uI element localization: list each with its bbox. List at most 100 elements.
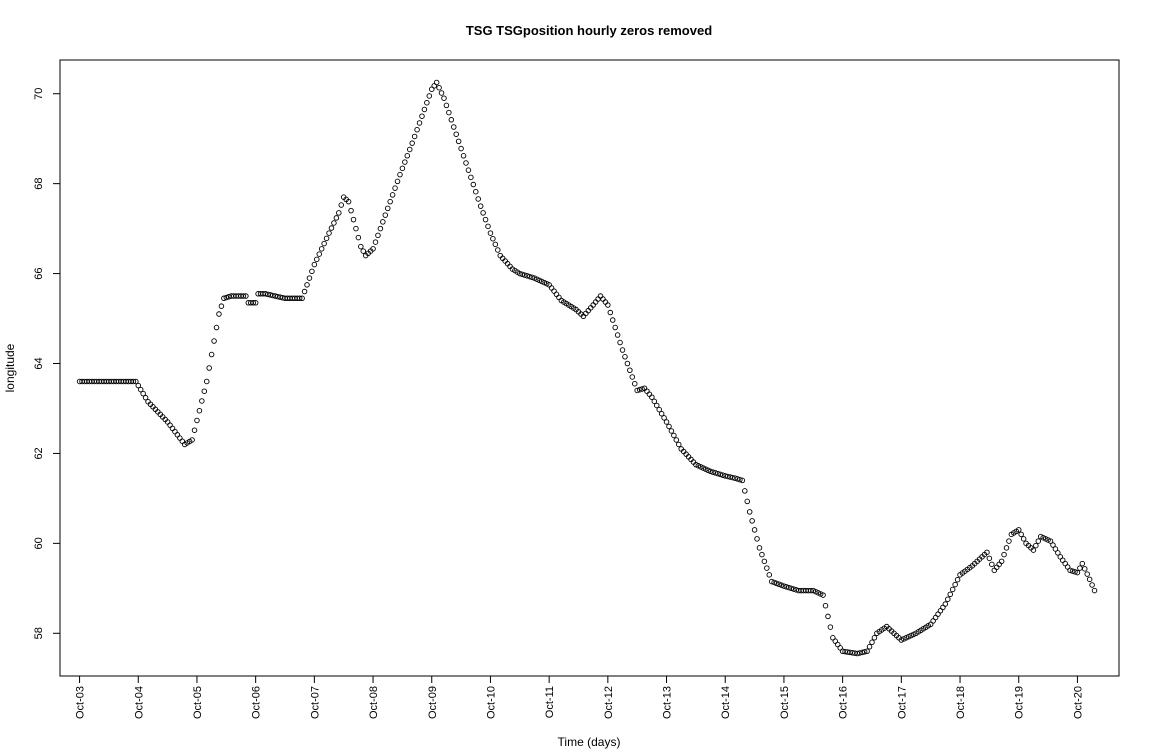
data-point — [375, 232, 381, 239]
data-point — [316, 251, 323, 257]
data-point — [761, 558, 768, 565]
data-point — [661, 415, 667, 421]
data-point — [749, 518, 755, 524]
data-point — [729, 474, 736, 481]
data-point — [326, 230, 332, 236]
data-point — [426, 93, 433, 99]
data-point — [448, 117, 455, 123]
data-point — [632, 380, 638, 387]
data-point — [766, 572, 773, 578]
data-point — [348, 207, 354, 214]
y-tick-label: 68 — [33, 178, 45, 190]
data-point — [1074, 569, 1081, 576]
data-point — [399, 165, 406, 172]
data-point — [265, 291, 271, 298]
data-point — [296, 295, 303, 302]
data-point — [451, 124, 457, 130]
data-point — [345, 198, 352, 205]
y-axis: 58 60 62 64 66 68 70 — [33, 88, 60, 639]
data-point — [861, 649, 868, 655]
data-point — [314, 256, 320, 263]
data-point — [177, 435, 183, 441]
data-point — [654, 402, 660, 409]
x-tick-label: Oct-19 — [1014, 686, 1026, 719]
data-point — [1072, 569, 1078, 575]
data-point — [441, 95, 447, 101]
data-point — [389, 192, 396, 198]
y-tick-label: 64 — [33, 357, 45, 369]
data-point — [639, 386, 645, 392]
data-point — [443, 102, 450, 109]
data-point — [252, 300, 259, 306]
data-point — [942, 601, 949, 607]
data-point — [421, 106, 428, 113]
data-point — [353, 225, 359, 232]
data-point — [473, 188, 479, 195]
data-point — [277, 294, 283, 300]
data-point — [206, 365, 212, 371]
data-point — [495, 247, 501, 253]
data-point — [267, 292, 274, 298]
data-point — [270, 292, 276, 299]
data-point — [727, 474, 733, 480]
data-point — [299, 295, 305, 302]
x-tick-label: Oct-07 — [309, 686, 321, 719]
data-point — [517, 270, 523, 277]
data-point — [1015, 527, 1022, 533]
data-point — [218, 303, 225, 309]
data-point — [595, 296, 601, 302]
x-tick-label: Oct-13 — [662, 686, 674, 719]
data-point — [465, 167, 472, 173]
data-point — [612, 324, 618, 331]
data-point — [397, 171, 403, 178]
data-point — [651, 398, 658, 405]
data-point — [519, 271, 525, 278]
data-point — [629, 374, 636, 380]
data-point — [724, 473, 731, 480]
data-point — [355, 234, 362, 241]
data-point — [984, 549, 990, 556]
data-point — [644, 388, 650, 394]
x-tick-label: Oct-12 — [603, 686, 615, 719]
data-point — [778, 582, 785, 588]
data-point — [808, 587, 814, 594]
data-point — [194, 417, 200, 424]
data-point — [548, 285, 555, 291]
data-point — [377, 225, 384, 232]
data-point — [470, 181, 477, 188]
data-point — [360, 248, 367, 254]
data-point — [167, 422, 173, 428]
data-point — [720, 472, 726, 478]
data-point — [746, 509, 753, 515]
x-tick-label: Oct-16 — [838, 686, 850, 719]
data-point — [477, 203, 484, 209]
data-point — [223, 294, 230, 301]
data-point — [446, 109, 452, 116]
data-point — [382, 212, 389, 218]
data-point — [1084, 571, 1090, 577]
x-tick-label: Oct-06 — [251, 686, 263, 719]
data-point — [524, 273, 530, 279]
data-point — [636, 386, 643, 393]
data-point — [318, 246, 325, 252]
data-point — [986, 555, 993, 562]
data-point — [338, 202, 345, 208]
data-point — [475, 196, 481, 202]
data-point — [658, 410, 665, 417]
data-point — [742, 488, 748, 494]
x-tick-label: Oct-04 — [133, 686, 145, 719]
data-point — [1035, 538, 1042, 544]
data-point — [605, 302, 611, 308]
data-point — [866, 644, 873, 650]
data-point — [771, 579, 777, 586]
data-point — [482, 216, 489, 223]
data-point — [734, 476, 741, 482]
data-point — [617, 339, 623, 346]
data-point — [384, 205, 391, 212]
data-point — [553, 291, 560, 298]
data-point — [458, 145, 464, 152]
data-point — [321, 240, 327, 247]
data-point — [1018, 531, 1024, 538]
data-point — [436, 84, 442, 91]
